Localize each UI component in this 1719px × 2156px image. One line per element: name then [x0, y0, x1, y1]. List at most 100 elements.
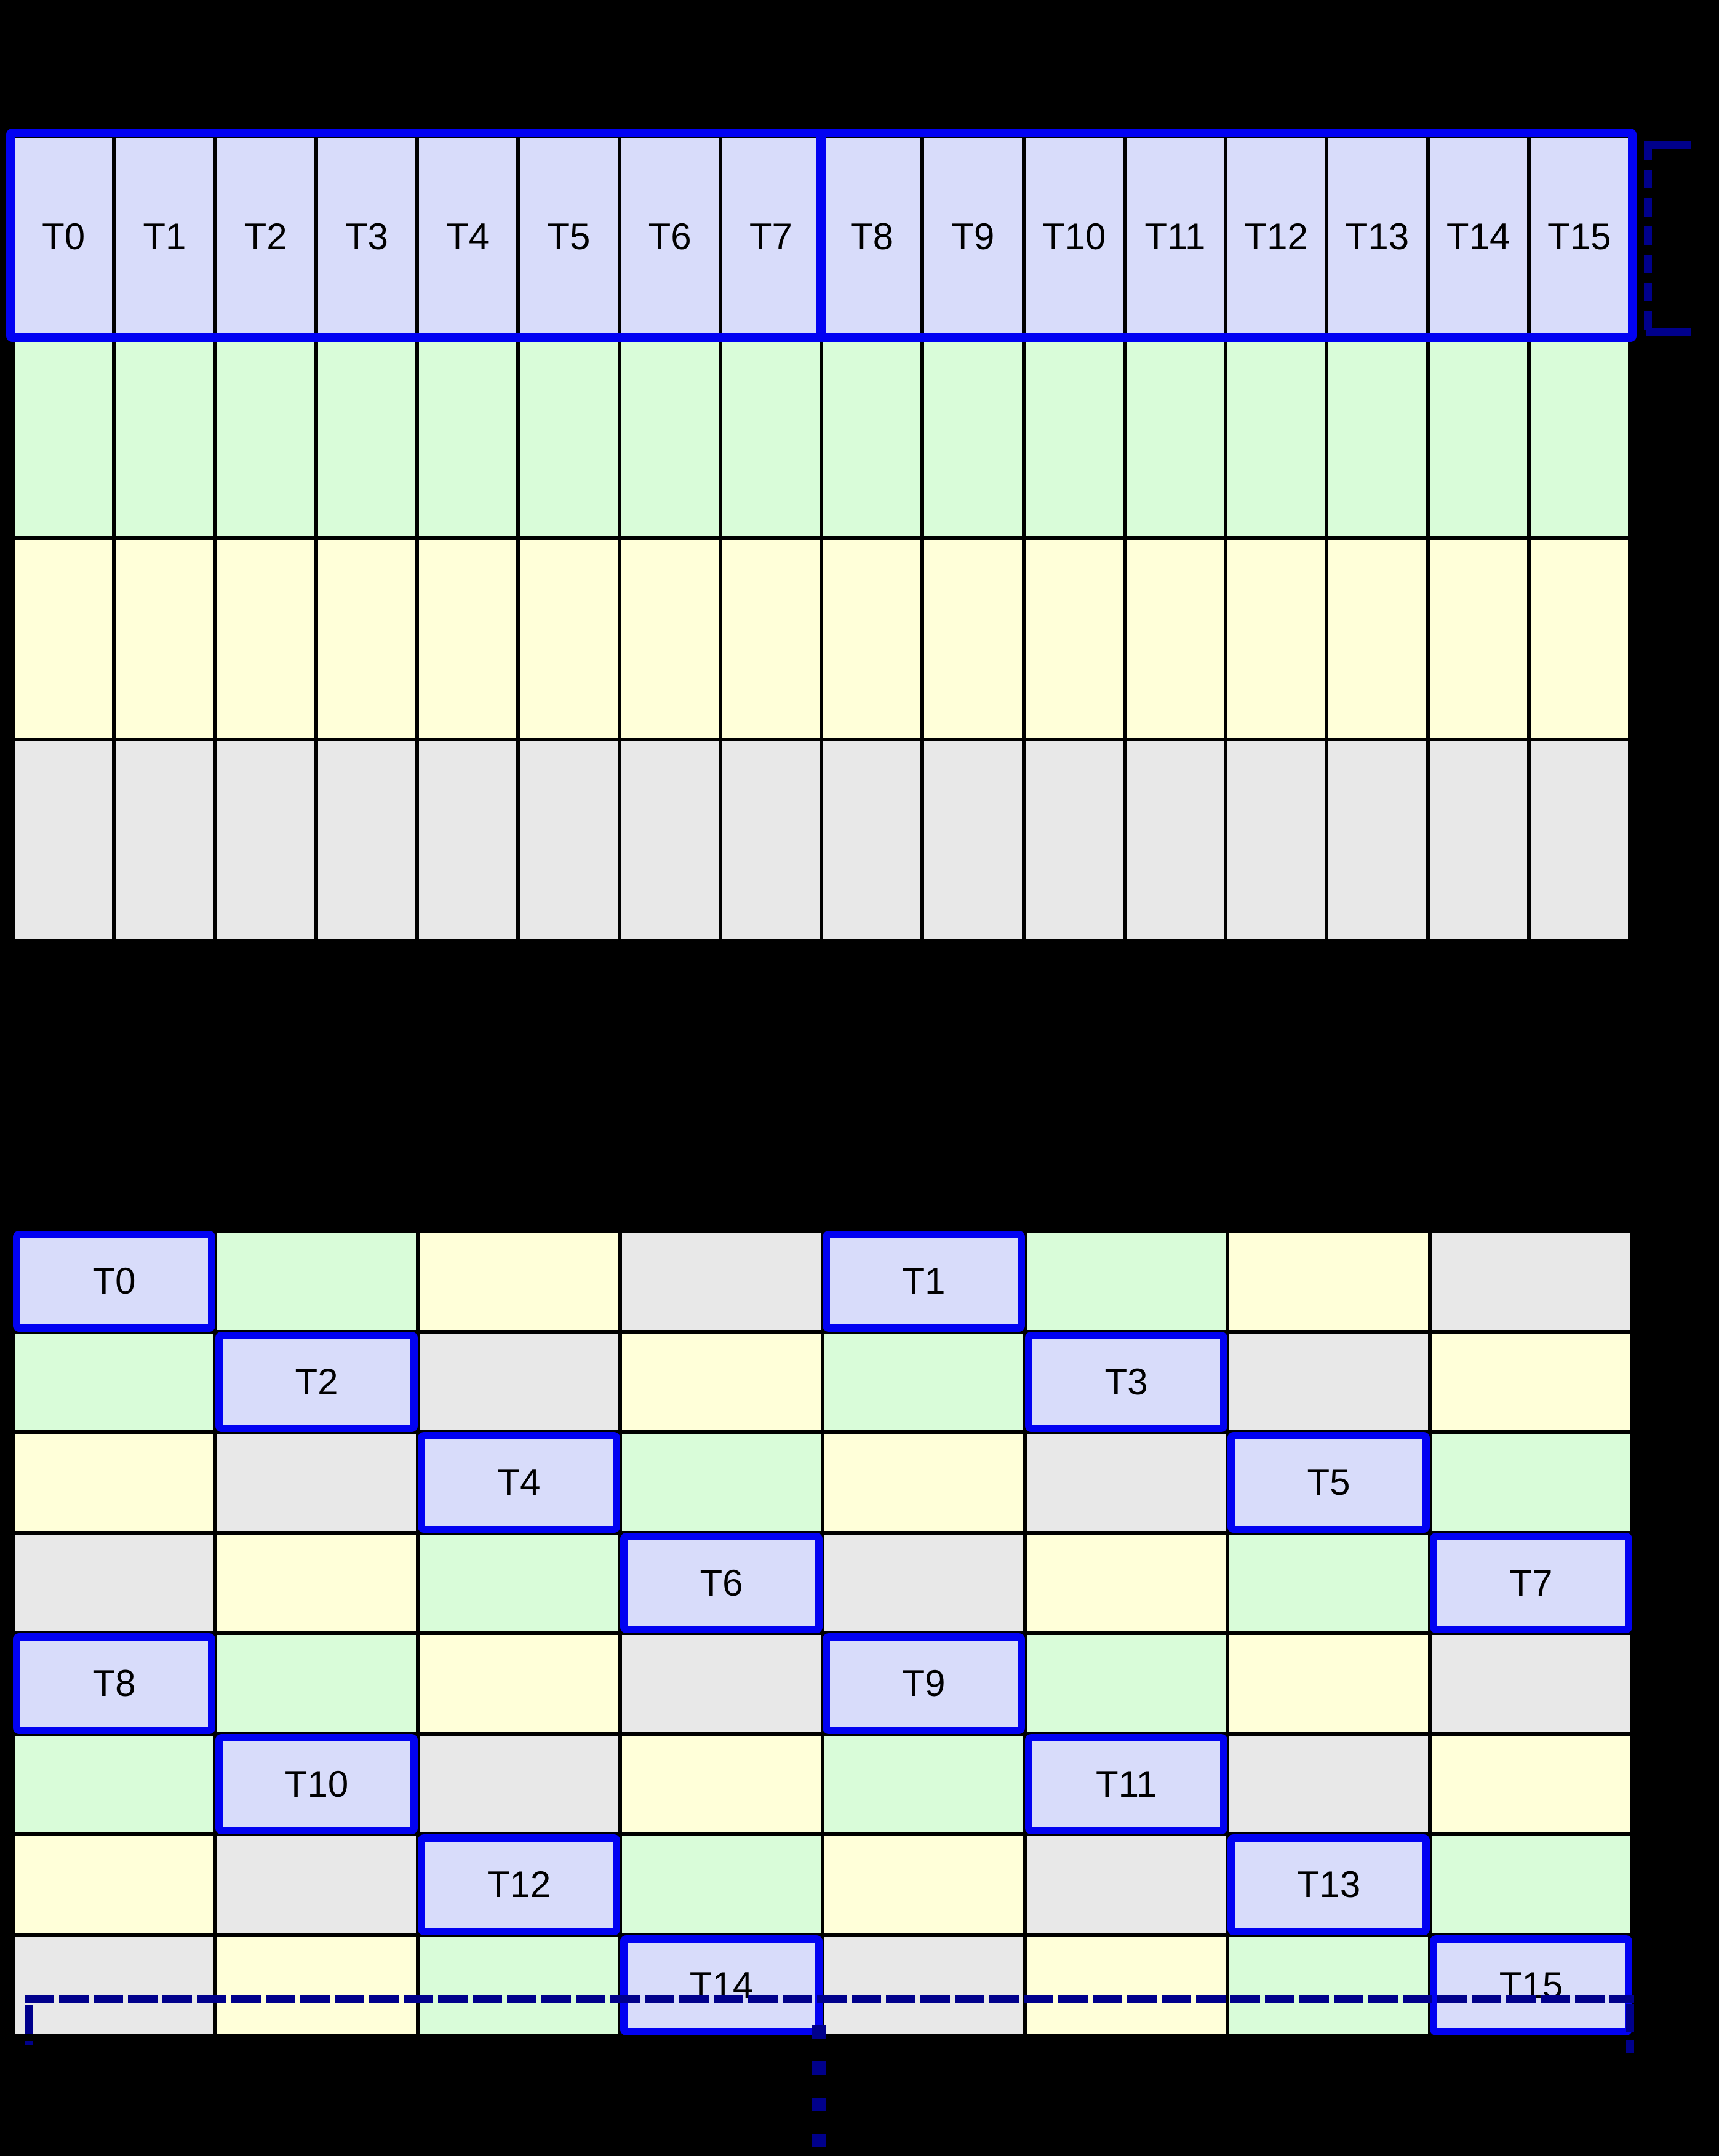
vertical-ellipsis-icon: [812, 2025, 826, 2156]
thread-cell: T14: [620, 1935, 823, 2035]
memory-cell: [1528, 538, 1630, 739]
thread-label: T6: [700, 1562, 743, 1604]
thread-label: T11: [1144, 216, 1206, 257]
thread-cell: T1: [823, 1231, 1025, 1332]
thread-label: T4: [446, 216, 490, 257]
memory-cell: [1023, 739, 1125, 941]
memory-cell: [215, 1935, 418, 2035]
memory-cell: [1430, 1231, 1632, 1332]
memory-cell: [1430, 1834, 1632, 1935]
thread-label: T2: [295, 1361, 338, 1402]
thread-label: T3: [345, 216, 388, 257]
thread-cell: T9: [823, 1633, 1025, 1734]
thread-cell: T2: [215, 136, 316, 337]
memory-cell: [823, 1733, 1025, 1834]
memory-cell: [1528, 337, 1630, 538]
memory-cell: [316, 538, 417, 739]
memory-cell: [1025, 1532, 1227, 1633]
thread-cell: T9: [922, 136, 1024, 337]
memory-cell: [821, 337, 923, 538]
thread-label: T12: [487, 1864, 551, 1906]
memory-cell: [821, 739, 923, 941]
thread-cell: T10: [215, 1733, 418, 1834]
memory-cell: [720, 538, 821, 739]
memory-cell: [720, 739, 821, 941]
memory-cell: [518, 739, 620, 941]
memory-cell: [417, 739, 519, 941]
memory-cell: [1124, 538, 1226, 739]
thread-cell: T13: [1227, 1834, 1430, 1935]
memory-cell: [417, 538, 519, 739]
thread-label: T12: [1244, 216, 1308, 257]
thread-label: T10: [1042, 216, 1106, 257]
memory-cell: [1227, 1935, 1430, 2035]
memory-cell: [1430, 1331, 1632, 1432]
thread-cell: T6: [619, 136, 720, 337]
memory-cell: [1528, 739, 1630, 941]
memory-cell: [418, 1532, 620, 1633]
memory-cell: [821, 538, 923, 739]
memory-cell: [1025, 1834, 1227, 1935]
thread-cell: T8: [821, 136, 923, 337]
memory-cell: [518, 538, 620, 739]
thread-label: T5: [547, 216, 591, 257]
memory-cell: [619, 337, 720, 538]
thread-label: T0: [92, 1260, 136, 1302]
memory-cell: [316, 739, 417, 941]
bottom-dashed-bracket-icon: [25, 1995, 1634, 2003]
thread-cell: T11: [1025, 1733, 1227, 1834]
memory-cell: [418, 1231, 620, 1332]
thread-label: T0: [42, 216, 86, 257]
memory-cell: [1430, 1733, 1632, 1834]
memory-cell: [1025, 1935, 1227, 2035]
memory-cell: [13, 1532, 215, 1633]
memory-cell: [1124, 739, 1226, 941]
bottom-bracket-left-cap-icon: [25, 2005, 33, 2045]
memory-cell: [823, 1935, 1025, 2035]
thread-cell: T10: [1023, 136, 1125, 337]
memory-cell: [1025, 1231, 1227, 1332]
thread-cell: T0: [13, 136, 114, 337]
memory-cell: [1023, 538, 1125, 739]
memory-cell: [1226, 337, 1327, 538]
memory-cell: [1326, 337, 1428, 538]
thread-label: T14: [1446, 216, 1510, 257]
thread-label: T7: [749, 216, 792, 257]
thread-cell: T13: [1326, 136, 1428, 337]
memory-cell: [1326, 739, 1428, 941]
memory-cell: [215, 1633, 418, 1734]
thread-label: T13: [1345, 216, 1410, 257]
memory-cell: [1326, 538, 1428, 739]
memory-cell: [823, 1834, 1025, 1935]
memory-cell: [215, 1834, 418, 1935]
memory-cell: [620, 1432, 823, 1533]
memory-cell: [1227, 1633, 1430, 1734]
memory-cell: [1427, 538, 1529, 739]
right-dashed-bracket-icon: [1644, 141, 1652, 336]
memory-cell: [316, 337, 417, 538]
memory-cell: [417, 337, 519, 538]
memory-cell: [518, 337, 620, 538]
thread-label: T13: [1296, 1864, 1361, 1906]
top-memory-grid: T0 T1 T2 T3 T4 T5 T6 T7 T8 T9 T10 T11 T12 T13 T14 T15: [11, 134, 1632, 942]
memory-cell: [922, 739, 1024, 941]
right-bracket-bottom-cap-icon: [1646, 328, 1691, 336]
memory-cell: [620, 1733, 823, 1834]
thread-cell: T4: [417, 136, 519, 337]
thread-cell: T12: [1226, 136, 1327, 337]
memory-cell: [215, 538, 316, 739]
ellipsis-dot: [812, 2061, 826, 2075]
thread-label: T6: [648, 216, 692, 257]
memory-cell: [1227, 1532, 1430, 1633]
memory-cell: [1227, 1331, 1430, 1432]
thread-cell: T2: [215, 1331, 418, 1432]
thread-label: T9: [951, 216, 995, 257]
thread-cell: T7: [1430, 1532, 1632, 1633]
memory-cell: [620, 1331, 823, 1432]
memory-cell: [1227, 1231, 1430, 1332]
memory-cell: [215, 1231, 418, 1332]
memory-cell: [13, 1935, 215, 2035]
bottom-memory-grid: T0 T1 T2 T3 T4 T5 T6 T7 T8 T9 T10 T11 T12 T13 T14 T15: [11, 1229, 1634, 2037]
memory-cell: [1427, 337, 1529, 538]
thread-label: T1: [902, 1260, 946, 1302]
